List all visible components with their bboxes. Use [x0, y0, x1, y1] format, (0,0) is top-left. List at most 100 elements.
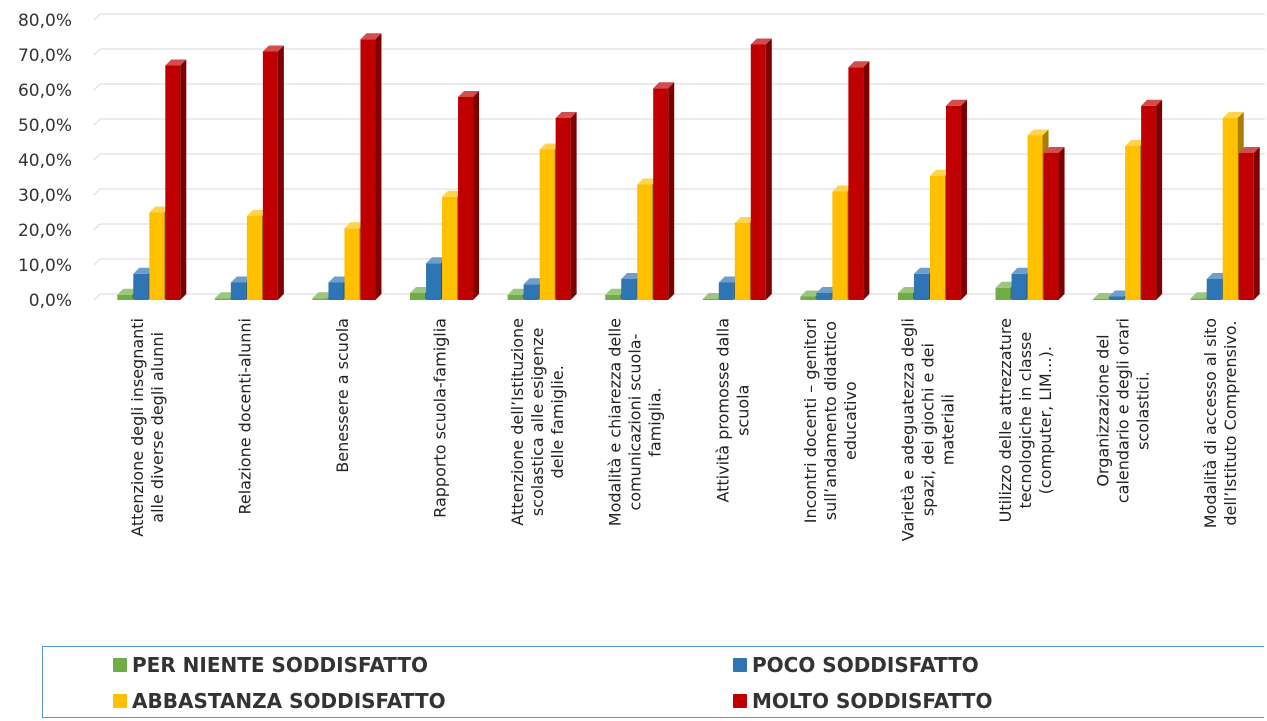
bar-front: [230, 282, 246, 300]
bar-top: [262, 45, 284, 52]
category-label-line: Varietà e adeguatezza degli: [898, 318, 917, 541]
bar-front: [344, 228, 360, 300]
bar-front: [605, 294, 621, 300]
bar-top: [117, 288, 139, 295]
gridlines: [93, 13, 1265, 301]
category-label-line: comunicazioni scuola-: [626, 334, 645, 511]
bar-top: [426, 257, 448, 264]
bar-side: [668, 82, 675, 300]
bar-top: [555, 112, 577, 118]
bar-front: [637, 184, 653, 300]
bar-side: [180, 59, 187, 300]
category-label-line: Modalità e chiarezza delle: [606, 318, 625, 526]
bar-top: [832, 185, 854, 192]
category-label-line: Modalità di accesso al sito: [1201, 318, 1220, 528]
category-label-line: Rapporto scuola-famiglia: [431, 318, 450, 518]
category-label: Modalità di accesso al sito dell’Istituto…: [1201, 318, 1240, 528]
gridline-diagonal: [93, 258, 101, 266]
gridline-diagonal: [93, 118, 101, 126]
bar-side: [960, 99, 967, 300]
bar-side: [1058, 147, 1065, 300]
category-label-line: scolastici.: [1134, 371, 1153, 450]
bar-top: [605, 288, 627, 295]
bar-top: [653, 82, 675, 89]
bar-front: [133, 273, 149, 300]
category-label-line: alle diverse degli alunni: [148, 332, 167, 523]
bar-top: [621, 273, 643, 279]
legend-swatch-abbastanza: [113, 694, 127, 708]
category-label-line: Incontri docenti – genitori: [801, 318, 820, 523]
bar-front: [523, 284, 539, 300]
bar-top: [1093, 292, 1115, 299]
bar-side: [1253, 147, 1260, 300]
bar: [165, 59, 187, 300]
bar-front: [312, 298, 328, 300]
bar-top: [507, 288, 529, 295]
bar-top: [523, 278, 545, 285]
category-label: Relazione docenti-alunni: [235, 318, 254, 515]
y-tick-label: 40,0%: [18, 151, 72, 171]
category-label: Attenzione dell’Istituzione scolastica al…: [508, 318, 567, 526]
bar: [1043, 147, 1065, 300]
bar-top: [637, 178, 659, 185]
bar-top: [1190, 292, 1212, 299]
bar-front: [328, 282, 344, 300]
y-tick-label: 10,0%: [18, 256, 72, 276]
category-label: Incontri docenti – genitori sull’andament…: [801, 318, 860, 523]
bar-front: [1043, 153, 1059, 300]
gridline-diagonal: [93, 223, 101, 231]
y-tick-label: 20,0%: [18, 221, 72, 241]
bar: [945, 99, 967, 300]
bar-front: [1011, 273, 1027, 300]
bar-front: [929, 175, 945, 300]
category-label-line: Utilizzo delle attrezzature: [996, 318, 1015, 522]
category-label: Attenzione degli insegnanti alle diverse …: [128, 318, 167, 537]
bar-front: [800, 296, 816, 300]
category-labels: Attenzione degli insegnanti alle diverse …: [128, 318, 1240, 541]
bar-top: [929, 169, 951, 176]
bar-chart: 0,0% 10,0% 20,0% 30,0% 40,0% 50,0% 60,0% 70,0% 8…: [18, 11, 1265, 541]
legend-label-poco: POCO SODDISFATTO: [752, 653, 979, 677]
legend-swatch-poco: [733, 658, 747, 672]
bar-top: [800, 290, 822, 297]
bar-top: [1238, 147, 1260, 153]
bar: [555, 112, 577, 300]
gridline-diagonal: [93, 83, 101, 91]
bar-front: [1109, 296, 1125, 300]
bar-top: [312, 292, 334, 299]
category-label-line: Attenzione degli insegnanti: [128, 318, 147, 537]
category-label-line: Relazione docenti-alunni: [235, 318, 254, 515]
bar-top: [214, 292, 236, 299]
bar-front: [816, 293, 832, 300]
bar-front: [1190, 298, 1206, 300]
bar-top: [539, 143, 561, 150]
gridline-diagonal: [93, 13, 101, 21]
bar: [1141, 99, 1163, 300]
bar-top: [1141, 99, 1163, 106]
bar-top: [1206, 273, 1228, 279]
bar-front: [360, 39, 376, 300]
bar-front: [718, 282, 734, 300]
bar-side: [570, 112, 577, 300]
bar-front: [149, 212, 165, 300]
bar-top: [913, 267, 935, 274]
bar-top: [734, 217, 756, 223]
y-tick-label: 50,0%: [18, 116, 72, 136]
bar-side: [1156, 99, 1163, 300]
bar-front: [1027, 135, 1043, 300]
legend-item-molto: MOLTO SODDISFATTO: [733, 689, 992, 713]
bar-front: [848, 67, 864, 300]
bar-front: [1125, 146, 1141, 300]
y-tick-label: 60,0%: [18, 81, 72, 101]
bar-front: [621, 279, 637, 300]
bar-front: [165, 65, 181, 300]
bar-top: [230, 276, 252, 283]
category-label: Utilizzo delle attrezzature tecnologiche …: [996, 318, 1055, 522]
bar-top: [165, 59, 187, 66]
bar: [848, 61, 870, 300]
bar-front: [1238, 153, 1254, 300]
category-label-line: spazi, dei giochi e dei: [918, 343, 937, 516]
legend-swatch-molto: [733, 694, 747, 708]
bar-front: [1222, 118, 1238, 300]
bar-top: [995, 281, 1017, 288]
